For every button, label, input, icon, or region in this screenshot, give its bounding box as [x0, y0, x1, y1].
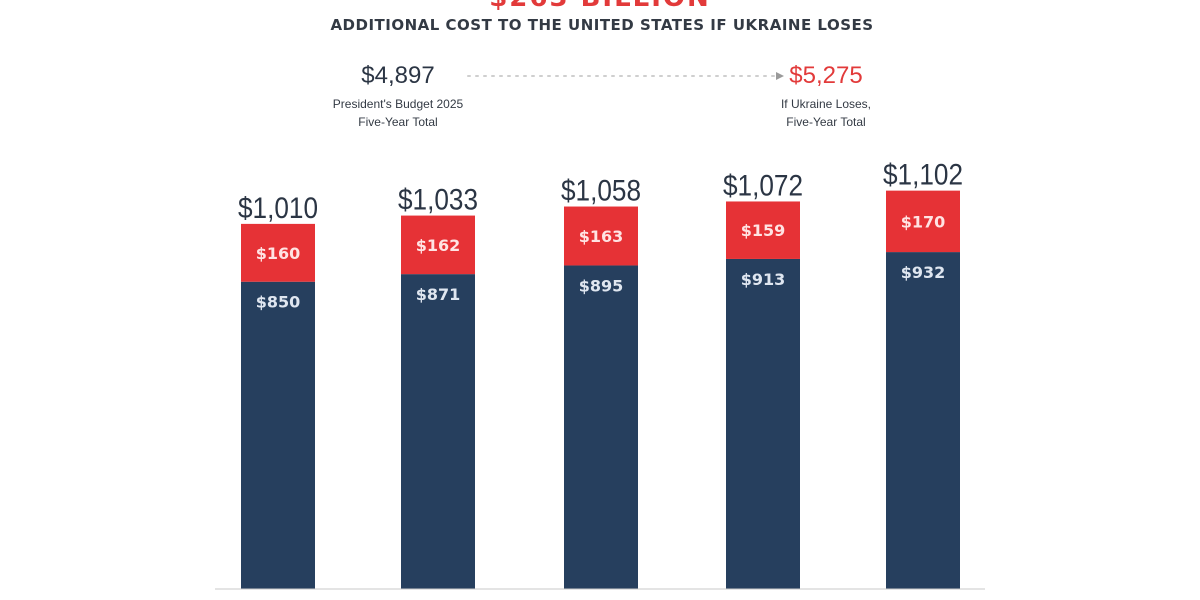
bar-base-label-4: $913: [741, 270, 786, 289]
callout-connector-arrow: [776, 72, 784, 80]
bar-base-label-1: $850: [256, 293, 301, 312]
bar-increase-2: [401, 215, 475, 275]
bar-base-2: [401, 274, 475, 589]
bar-increase-label-4: $159: [741, 221, 786, 240]
bars-group: $160 $850 $1,010 $162 $871 $1,033 $163 $895 $1,0…: [238, 159, 963, 589]
budget-total-note-line1: President's Budget 2025: [333, 97, 464, 111]
ukraine-loses-total-value: $5,275: [789, 62, 862, 89]
ukraine-loses-note-line1: If Ukraine Loses,: [781, 97, 871, 111]
bar-total-label-5: $1,102: [883, 159, 963, 192]
chart-subtitle: ADDITIONAL COST TO THE UNITED STATES IF …: [330, 16, 873, 34]
bar-increase-label-2: $162: [416, 236, 461, 255]
budget-total-note-line2: Five-Year Total: [358, 115, 437, 129]
bar-increase-label-5: $170: [901, 212, 946, 231]
bar-increase-5: [886, 190, 960, 253]
bar-base-label-2: $871: [416, 285, 461, 304]
bar-base-1: [241, 281, 315, 589]
bar-total-label-1: $1,010: [238, 192, 318, 225]
bar-base-4: [726, 258, 800, 589]
bar-base-label-5: $932: [901, 263, 946, 282]
ukraine-loses-note-line2: Five-Year Total: [786, 115, 865, 129]
bar-total-label-4: $1,072: [723, 169, 803, 202]
bar-increase-3: [564, 206, 638, 266]
bar-increase-1: [241, 223, 315, 282]
bar-base-5: [886, 252, 960, 589]
bar-increase-label-3: $163: [579, 227, 624, 246]
bar-total-label-2: $1,033: [398, 184, 478, 217]
budget-total-value: $4,897: [361, 62, 434, 89]
bar-increase-4: [726, 201, 800, 259]
bar-base-label-3: $895: [579, 276, 624, 295]
chart-title: $263 BILLION: [489, 0, 711, 13]
bar-total-label-3: $1,058: [561, 175, 641, 208]
bar-base-3: [564, 265, 638, 589]
bar-increase-label-1: $160: [256, 244, 301, 263]
